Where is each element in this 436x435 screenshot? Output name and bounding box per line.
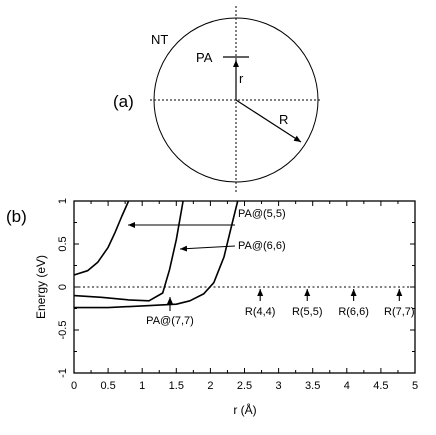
panel-b-label: (b) — [6, 207, 27, 226]
x-tick-label: 2 — [207, 380, 213, 392]
R-label: R — [279, 112, 288, 127]
y-axis-label: Energy (eV) — [34, 255, 48, 319]
series-line-pa-6-6 — [73, 200, 184, 302]
y-tick-label: 0.5 — [57, 236, 69, 251]
y-tick-labels: 1 0.5 0 -0.5 -1 — [57, 198, 69, 378]
annotation-label: PA@(7,7) — [146, 315, 194, 327]
radius-marker-label: R(6,6) — [338, 306, 369, 318]
r-label: r — [239, 71, 244, 86]
series-annotations: PA@(5,5) PA@(6,6) PA@(7,7) — [128, 208, 286, 327]
y-tick-label: 0 — [57, 284, 69, 290]
panel-a-label: (a) — [113, 92, 134, 111]
series-line-pa-5-5 — [73, 200, 130, 276]
radius-marker-label: R(4,4) — [245, 306, 276, 318]
x-tick-label: 5 — [412, 380, 418, 392]
radius-markers: R(4,4) R(5,5) R(6,6) R(7,7) — [245, 289, 415, 318]
x-axis-label: r (Å) — [233, 402, 256, 417]
x-tick-labels: 0 0.5 1 1.5 2 2.5 3 3.5 4 4.5 5 — [71, 380, 418, 392]
y-tick-label: 1 — [57, 198, 69, 204]
x-tick-label: 2.5 — [237, 380, 252, 392]
pa-label: PA — [196, 50, 213, 65]
x-tick-label: 0.5 — [100, 380, 115, 392]
radius-marker-label: R(5,5) — [292, 306, 323, 318]
x-tick-label: 3.5 — [305, 380, 320, 392]
x-tick-label: 4.5 — [373, 380, 388, 392]
R-arrow — [235, 99, 302, 143]
x-tick-label: 4 — [344, 380, 350, 392]
y-tick-label: -0.5 — [57, 321, 69, 340]
x-tick-label: 1.5 — [169, 380, 184, 392]
series-lines — [73, 200, 239, 309]
x-tick-label: 3 — [276, 380, 282, 392]
panel-a: (a) NT PA r R — [113, 6, 322, 192]
axis-ticks — [73, 200, 416, 374]
series-line-pa-7-7 — [74, 200, 239, 309]
annotation-arrow — [179, 245, 236, 252]
y-tick-label: -1 — [57, 368, 69, 378]
annotation-label: PA@(5,5) — [238, 208, 286, 220]
panel-b: (b) 0 0.5 1 1.5 2 2.5 3 3.5 4 4.5 5 1 0.5 0 -0.5 -1 PA… — [6, 198, 418, 417]
x-tick-label: 1 — [139, 380, 145, 392]
x-tick-label: 0 — [71, 380, 77, 392]
annotation-label: PA@(6,6) — [238, 240, 286, 252]
radius-marker-label: R(7,7) — [384, 306, 415, 318]
nt-label: NT — [151, 32, 168, 47]
